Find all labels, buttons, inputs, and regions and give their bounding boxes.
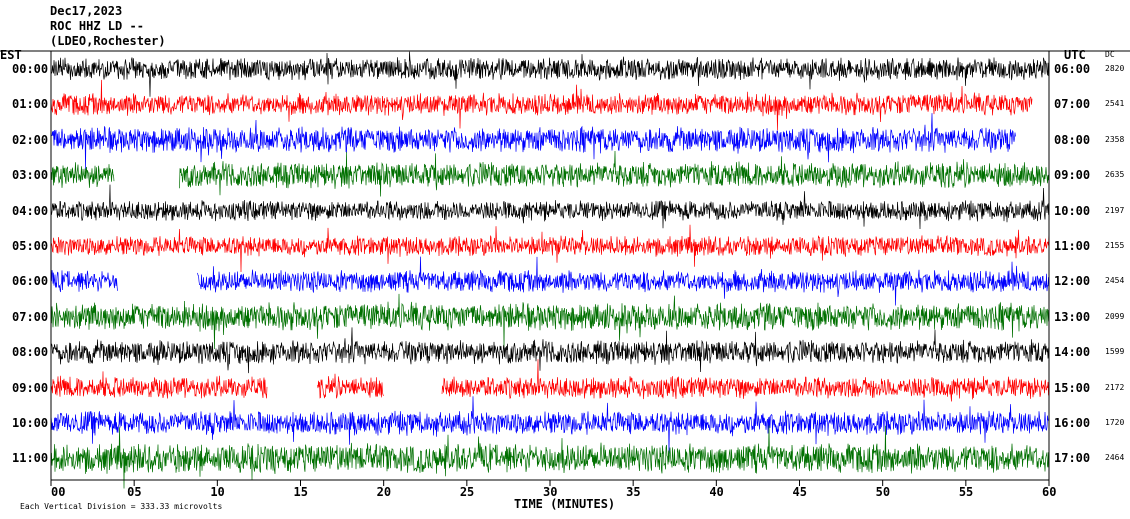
est-hour-label: 10:00 bbox=[12, 416, 49, 430]
dc-offset-label: 2454 bbox=[1105, 276, 1125, 286]
x-tick-label: 30 bbox=[543, 485, 557, 499]
dc-offset-label: 2155 bbox=[1105, 241, 1125, 250]
utc-hour-label: 09:00 bbox=[1054, 168, 1091, 183]
dc-offset-label: 2820 bbox=[1105, 64, 1125, 73]
trace-row-07 bbox=[50, 293, 1050, 350]
x-tick-label: 15 bbox=[294, 485, 308, 499]
x-tick-label: 60 bbox=[1042, 485, 1056, 499]
trace-row-01 bbox=[50, 79, 1033, 131]
x-tick-label: 40 bbox=[709, 485, 723, 499]
dc-offset-label: 2099 bbox=[1105, 311, 1125, 321]
utc-hour-label: 08:00 bbox=[1054, 132, 1091, 147]
utc-hour-label: 17:00 bbox=[1054, 451, 1091, 466]
trace-row-00 bbox=[50, 51, 1050, 97]
est-hour-label: 00:00 bbox=[12, 62, 49, 76]
left-timezone-label: EST bbox=[0, 48, 22, 62]
trace-row-11 bbox=[50, 425, 1050, 489]
x-tick-label: 35 bbox=[626, 485, 640, 499]
est-hour-label: 02:00 bbox=[12, 132, 49, 147]
scale-note: Each Vertical Division = 333.33 microvol… bbox=[20, 502, 223, 511]
trace-row-10 bbox=[50, 396, 1050, 454]
est-hour-label: 03:00 bbox=[12, 168, 49, 183]
x-tick-label: 10 bbox=[210, 485, 224, 499]
dc-offset-label: 1720 bbox=[1105, 418, 1125, 427]
est-hour-label: 01:00 bbox=[12, 97, 49, 112]
x-tick-label: 45 bbox=[793, 485, 807, 499]
utc-hour-label: 12:00 bbox=[1054, 274, 1091, 289]
network-label: (LDEO,Rochester) bbox=[50, 34, 166, 48]
x-tick-label: 50 bbox=[876, 485, 890, 499]
utc-hour-label: 07:00 bbox=[1054, 97, 1091, 112]
utc-hour-label: 11:00 bbox=[1054, 239, 1091, 253]
utc-hour-label: 15:00 bbox=[1054, 380, 1091, 395]
x-tick-label: 25 bbox=[460, 485, 474, 499]
x-axis-ticks: 00 05 10 15 20 25 30 35 40 45 50 55 60 bbox=[50, 480, 1056, 499]
trace-row-05 bbox=[50, 224, 1050, 273]
x-axis-title: TIME (MINUTES) bbox=[514, 497, 616, 511]
x-tick-label: 55 bbox=[959, 485, 973, 499]
est-hour-label: 11:00 bbox=[12, 451, 49, 466]
x-tick-label: 20 bbox=[377, 485, 391, 499]
est-hour-label: 04:00 bbox=[12, 203, 49, 218]
right-timezone-label: UTC bbox=[1064, 48, 1086, 62]
utc-hour-label: 16:00 bbox=[1054, 416, 1091, 430]
utc-hour-label: 10:00 bbox=[1054, 203, 1091, 218]
utc-hour-label: 13:00 bbox=[1054, 309, 1091, 324]
trace-row-03 bbox=[50, 150, 1050, 197]
dc-offset-label: 2541 bbox=[1105, 99, 1125, 109]
trace-row-09 bbox=[50, 359, 1050, 402]
est-hour-label: 06:00 bbox=[12, 274, 49, 289]
trace-row-04 bbox=[50, 184, 1050, 230]
trace-row-08 bbox=[50, 327, 1050, 374]
station-label: ROC HHZ LD -- bbox=[50, 19, 144, 33]
trace-row-02 bbox=[50, 113, 1016, 170]
trace-group bbox=[50, 51, 1050, 489]
dc-offset-label: 2197 bbox=[1105, 205, 1125, 215]
dc-header-label: DC bbox=[1105, 50, 1115, 59]
est-hour-label: 07:00 bbox=[12, 309, 49, 324]
x-tick-label: 00 bbox=[51, 485, 65, 499]
dc-offset-label: 1599 bbox=[1105, 347, 1125, 357]
est-hour-label: 09:00 bbox=[12, 380, 49, 395]
x-tick-label: 05 bbox=[127, 485, 141, 499]
dc-offset-label: 2358 bbox=[1105, 134, 1125, 144]
dc-offset-label: 2464 bbox=[1105, 453, 1125, 463]
trace-row-06 bbox=[50, 256, 1050, 306]
utc-hour-label: 06:00 bbox=[1054, 62, 1091, 76]
utc-hour-label: 14:00 bbox=[1054, 345, 1091, 360]
dc-offset-label: 2635 bbox=[1105, 170, 1125, 180]
est-hour-label: 08:00 bbox=[12, 345, 49, 360]
dc-offset-label: 2172 bbox=[1105, 382, 1125, 392]
date-label: Dec17,2023 bbox=[50, 4, 123, 18]
est-hour-label: 05:00 bbox=[12, 239, 49, 253]
